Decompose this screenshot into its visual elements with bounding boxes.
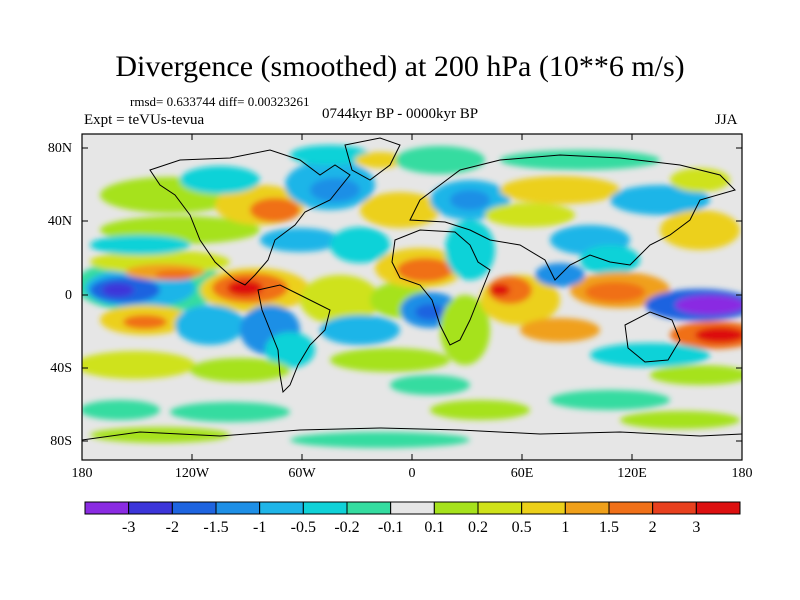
colorbar-label: 0.2 xyxy=(468,519,488,536)
colorbar-label: -0.2 xyxy=(334,519,360,536)
antarctica-outline xyxy=(82,427,742,441)
lat-label-40n: 40N xyxy=(47,214,72,229)
lon-label-180w: 180 xyxy=(71,466,93,481)
lon-label-120e: 120E xyxy=(617,466,647,481)
period-label: 0744kyr BP - 0000kyr BP xyxy=(322,106,479,122)
colorbar-label: -3 xyxy=(121,519,136,536)
colorbar-swatch xyxy=(521,501,566,515)
axis-ticks xyxy=(81,134,743,460)
colorbar-label: -1.5 xyxy=(203,519,229,536)
colorbar-label: 0.1 xyxy=(424,519,445,536)
colorbar-swatch xyxy=(346,501,392,515)
colorbar-swatch xyxy=(390,501,435,515)
lat-label-40s: 40S xyxy=(50,361,72,376)
north-america-outline xyxy=(149,149,351,286)
coastlines xyxy=(82,137,742,441)
colorbar-label: 2 xyxy=(648,519,657,536)
season-label: JJA xyxy=(715,112,738,128)
colorbar-label: 3 xyxy=(692,519,701,536)
lat-label-80s: 80S xyxy=(50,434,72,449)
stats-label: rmsd= 0.633744 diff= 0.00323261 xyxy=(130,94,310,109)
lon-label-0: 0 xyxy=(408,466,416,481)
colorbar-label: -0.1 xyxy=(377,519,404,536)
colorbar-swatch xyxy=(433,501,479,515)
colorbar-swatch xyxy=(259,501,304,515)
colorbar-label: -1 xyxy=(252,519,267,536)
south-america-outline xyxy=(257,284,331,394)
colorbar-label: -0.5 xyxy=(290,519,316,536)
experiment-label: Expt = teVUs-tevua xyxy=(84,112,205,128)
eurasia-outline xyxy=(409,154,736,281)
field-shading xyxy=(82,134,742,460)
colorbar-label: 1 xyxy=(561,519,570,536)
colorbar-label: 1.5 xyxy=(599,519,619,536)
lat-label-eq: 0 xyxy=(65,288,72,303)
lon-label-60w: 60W xyxy=(288,466,316,481)
map-title: Divergence (smoothed) at 200 hPa (10**6 … xyxy=(115,50,685,83)
lat-label-80n: 80N xyxy=(47,141,72,156)
colorbar xyxy=(84,501,741,515)
colorbar-swatch xyxy=(477,501,523,515)
lon-label-60e: 60E xyxy=(510,466,534,481)
colorbar-swatch xyxy=(608,501,654,515)
lon-label-120w: 120W xyxy=(174,466,210,481)
colorbar-swatch xyxy=(215,501,261,515)
colorbar-swatch xyxy=(302,501,348,515)
colorbar-label: -2 xyxy=(165,519,179,536)
greenland-outline xyxy=(344,137,401,181)
colorbar-swatch xyxy=(171,501,217,515)
lon-label-180e: 180 xyxy=(731,466,753,481)
colorbar-swatch xyxy=(652,501,697,515)
colorbar-swatch xyxy=(84,501,130,515)
colorbar-label: 0.5 xyxy=(511,519,532,536)
africa-outline xyxy=(391,229,491,346)
australia-outline xyxy=(624,311,681,363)
colorbar-swatch xyxy=(695,501,741,515)
colorbar-swatch xyxy=(128,501,173,515)
colorbar-swatch xyxy=(564,501,610,515)
